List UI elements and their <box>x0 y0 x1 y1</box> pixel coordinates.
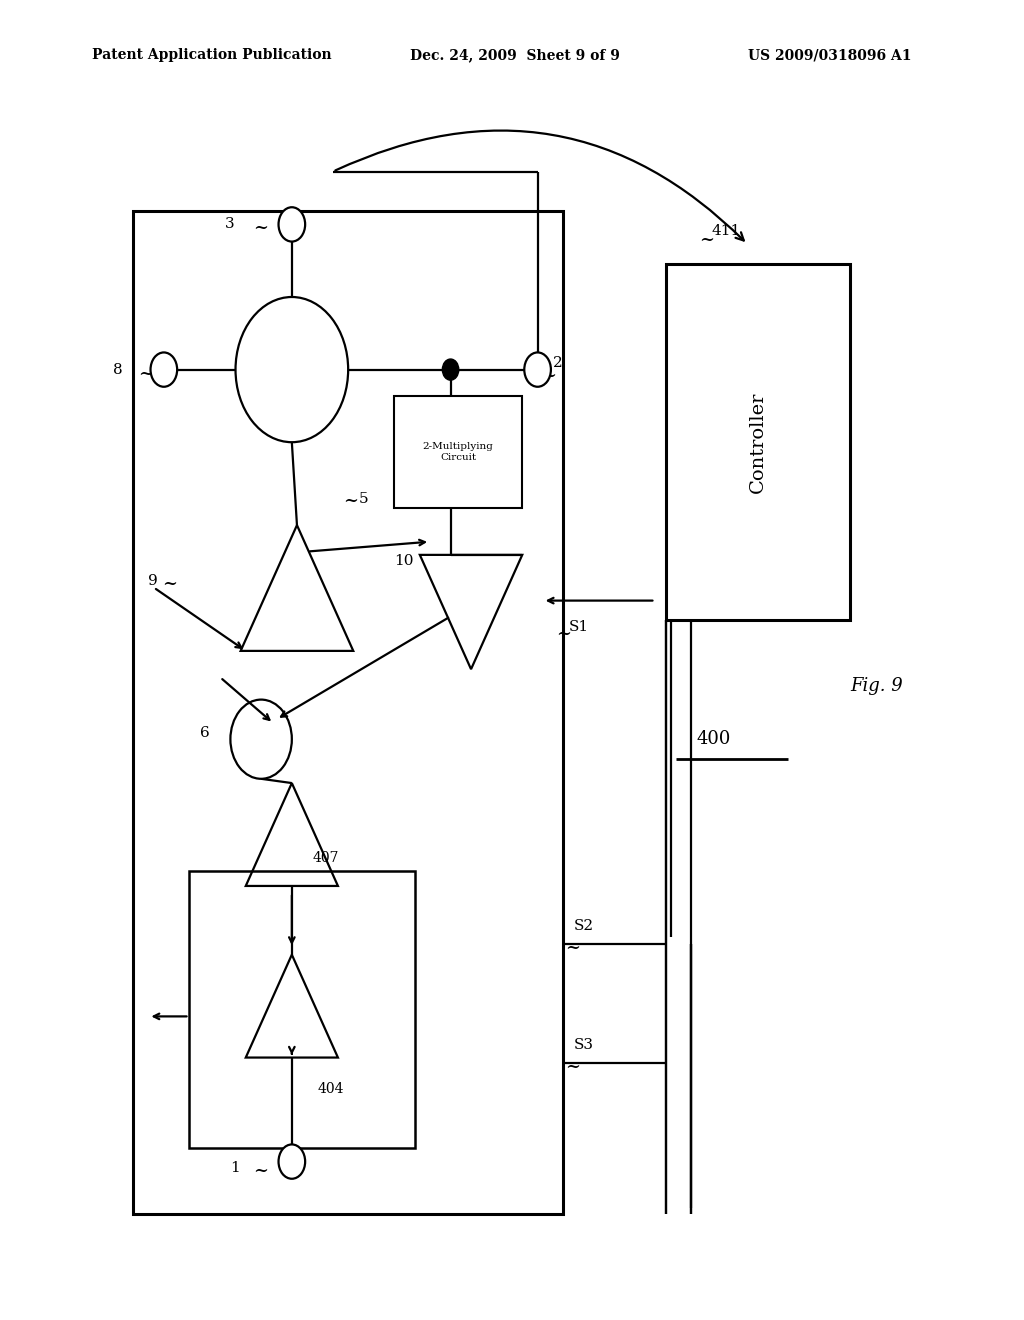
Text: 1: 1 <box>230 1162 241 1175</box>
Text: Controller: Controller <box>749 392 767 492</box>
Text: 3: 3 <box>225 218 234 231</box>
Text: ~: ~ <box>253 219 268 238</box>
Text: ~: ~ <box>343 492 358 511</box>
Text: 407: 407 <box>312 851 339 865</box>
Circle shape <box>236 297 348 442</box>
Text: ~: ~ <box>162 574 177 593</box>
Text: ~: ~ <box>565 939 581 957</box>
Text: 6: 6 <box>200 726 210 739</box>
Text: 411: 411 <box>712 224 741 238</box>
Text: ~: ~ <box>253 1162 268 1180</box>
Text: ~: ~ <box>556 624 571 643</box>
Text: S2: S2 <box>573 919 594 933</box>
Circle shape <box>279 207 305 242</box>
Bar <box>189 871 415 1148</box>
Text: 2: 2 <box>553 356 563 370</box>
Text: 8: 8 <box>113 363 122 376</box>
Circle shape <box>230 700 292 779</box>
Text: 404: 404 <box>317 1082 344 1096</box>
Text: US 2009/0318096 A1: US 2009/0318096 A1 <box>748 49 911 62</box>
Text: Fig. 9: Fig. 9 <box>850 677 903 696</box>
Text: S3: S3 <box>573 1038 594 1052</box>
Circle shape <box>279 1144 305 1179</box>
Text: 9: 9 <box>148 574 159 587</box>
Text: 400: 400 <box>696 730 731 748</box>
Bar <box>666 264 850 620</box>
Text: ~: ~ <box>699 231 715 249</box>
Text: 5: 5 <box>358 492 368 506</box>
Text: 10: 10 <box>394 554 414 568</box>
Text: ~: ~ <box>541 367 556 385</box>
Text: ~: ~ <box>138 364 154 383</box>
Bar <box>394 396 522 508</box>
FancyArrowPatch shape <box>335 131 743 240</box>
Text: Patent Application Publication: Patent Application Publication <box>92 49 332 62</box>
Circle shape <box>442 359 459 380</box>
Text: S1: S1 <box>568 620 589 634</box>
Circle shape <box>151 352 177 387</box>
Circle shape <box>524 352 551 387</box>
Text: Dec. 24, 2009  Sheet 9 of 9: Dec. 24, 2009 Sheet 9 of 9 <box>410 49 620 62</box>
Text: 2-Multiplying
Circuit: 2-Multiplying Circuit <box>423 442 494 462</box>
Bar <box>133 211 563 1214</box>
Text: ~: ~ <box>565 1057 581 1076</box>
